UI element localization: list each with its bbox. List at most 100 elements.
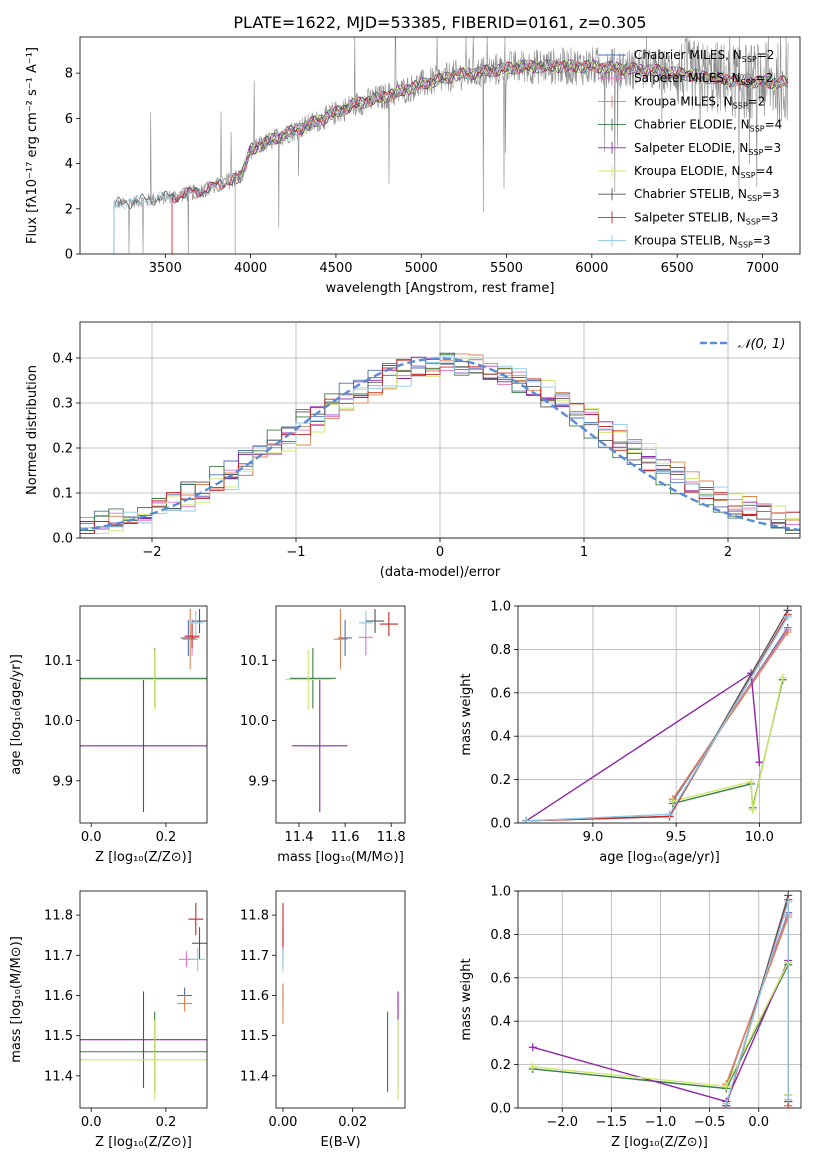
model-spectrum-salpeter-miles — [171, 59, 789, 254]
errorbar-point — [365, 609, 385, 634]
weight-marker — [722, 1082, 731, 1091]
weight-line — [525, 672, 761, 822]
y-tick-label: 0.0 — [490, 817, 511, 832]
x-tick-label: 4000 — [234, 261, 267, 276]
plot-area-spectrum — [113, 37, 789, 254]
axes-frame — [517, 890, 802, 1109]
errorbar-point — [177, 995, 193, 1012]
y-tick-label: 11.4 — [240, 1069, 269, 1084]
panel-age-vs-mass: 11.4 11.6 11.8 9.9 10.0 10.1 mass [log₁₀(M/M⊙)… — [240, 605, 406, 865]
panel-massweight-vs-Z: −2.0 −1.5 −1.0 −0.5 0.0 0.0 0.2 0.4 0.6 0.8 1.0 Z [… — [459, 885, 802, 1150]
y-axis-label: mass weight — [459, 958, 474, 1040]
errorbar-point — [182, 609, 198, 670]
legend-entry: Salpeter MILES, NSSP=2 — [634, 71, 773, 87]
weight-line — [526, 614, 789, 822]
y-tick-label: 11.5 — [240, 1029, 269, 1044]
x-axis-label: mass [log₁₀(M/M⊙)] — [277, 850, 404, 865]
axes-frame — [79, 36, 801, 255]
y-axis-label: mass [log₁₀(M/M⊙)] — [9, 936, 24, 1063]
y-tick-label: 0.8 — [490, 643, 511, 658]
x-tick-label: 5500 — [490, 261, 523, 276]
legend-entry: Salpeter ELODIE, NSSP=3 — [634, 141, 781, 157]
weight-marker — [528, 1062, 537, 1071]
y-tick-label: 8 — [65, 67, 73, 82]
errorbar-point — [192, 927, 207, 960]
x-tick-label: 7000 — [746, 261, 779, 276]
errorbar-point — [180, 619, 196, 657]
errorbar-point — [80, 649, 207, 710]
model-spectrum-chabrier-miles — [171, 59, 789, 254]
x-tick-label: 0.2 — [156, 1115, 177, 1130]
weight-series — [722, 908, 793, 1108]
weight-line — [725, 901, 789, 1104]
axes-frame — [275, 605, 406, 824]
y-tick-label: 0.4 — [490, 1015, 511, 1030]
histogram-kroupa-stelib — [80, 355, 800, 538]
y-tick-label: 0.2 — [490, 773, 511, 788]
chart-layer: 3500 4000 4500 5000 5500 6000 6500 7000 0 2 4 6 8 wav… — [9, 36, 802, 1150]
x-tick-label: −2 — [142, 545, 161, 560]
y-tick-label: 0.8 — [490, 928, 511, 943]
x-tick-label: −1.5 — [596, 1115, 628, 1130]
x-tick-label: 6500 — [661, 261, 694, 276]
y-tick-label: 0.6 — [490, 686, 511, 701]
y-tick-label: 11.5 — [44, 1029, 73, 1044]
y-tick-label: 1.0 — [490, 885, 511, 900]
errorbar-point — [292, 679, 348, 813]
errorbar-point — [379, 612, 399, 637]
y-tick-label: 0.4 — [490, 730, 511, 745]
errorbar-point — [285, 649, 332, 710]
errorbar-point — [184, 624, 200, 649]
x-tick-label: 11.4 — [285, 830, 314, 845]
y-tick-label: 10.0 — [240, 714, 269, 729]
y-tick-label: 0.2 — [52, 442, 73, 457]
y-tick-label: 10.0 — [44, 714, 73, 729]
errorbar-point — [333, 609, 348, 670]
weight-line — [526, 609, 789, 822]
x-axis-label: Z [log₁₀(Z/Z⊙)] — [611, 1135, 708, 1150]
y-tick-label: 10.1 — [240, 654, 269, 669]
weight-marker — [755, 758, 764, 767]
weight-line — [725, 916, 789, 1106]
spectrum-observed — [113, 37, 789, 254]
x-axis-label: E(B-V) — [320, 1135, 360, 1150]
x-axis-label: wavelength [Angstrom, rest frame] — [326, 281, 555, 296]
axes-frame — [275, 890, 406, 1109]
panel-mass-vs-EBV: 0.00 0.02 11.4 11.5 11.6 11.7 11.8 E(B-V) — [240, 890, 406, 1150]
y-tick-label: 11.8 — [44, 909, 73, 924]
weight-marker — [783, 612, 792, 621]
axes-frame — [79, 605, 208, 824]
model-spectrum-salpeter-elodie — [234, 59, 789, 254]
y-tick-label: 6 — [65, 112, 73, 127]
y-tick-label: 11.7 — [240, 949, 269, 964]
errorbar-point — [358, 610, 373, 635]
x-axis-label: Z [log₁₀(Z/Z⊙)] — [95, 850, 192, 865]
weight-series — [722, 910, 793, 1108]
weight-line — [672, 677, 784, 811]
weight-line — [672, 679, 784, 808]
x-tick-label: 0 — [436, 545, 444, 560]
x-axis-label: (data-model)/error — [380, 565, 501, 580]
y-tick-label: 2 — [65, 202, 73, 217]
x-tick-label: −2.0 — [546, 1115, 578, 1130]
y-tick-label: 0.3 — [52, 397, 73, 412]
legend-entry: Chabrier MILES, NSSP=2 — [634, 48, 774, 64]
plot-area-mass-vs-Z — [80, 903, 207, 1100]
panel-spectrum: 3500 4000 4500 5000 5500 6000 6500 7000 0 2 4 6 8 wav… — [25, 36, 801, 296]
panel-age-vs-Z: 0.0 0.2 9.9 10.0 10.1 Z [log₁₀(Z/Z⊙)] age [log… — [9, 605, 208, 865]
errorbar-point — [188, 610, 204, 635]
x-tick-label: 2 — [724, 545, 732, 560]
x-tick-label: 0.00 — [268, 1115, 297, 1130]
weight-marker — [668, 797, 677, 806]
model-spectrum-salpeter-stelib — [171, 60, 789, 254]
y-tick-label: 9.9 — [248, 774, 269, 789]
legend-entry: Kroupa MILES, NSSP=2 — [634, 94, 765, 110]
x-tick-label: 0.2 — [156, 830, 177, 845]
y-tick-label: 0.2 — [490, 1058, 511, 1073]
y-tick-label: 11.7 — [44, 949, 73, 964]
errorbar-point — [190, 947, 206, 972]
axes-frame — [517, 605, 802, 824]
x-tick-label: 6000 — [575, 261, 608, 276]
y-tick-label: 0.4 — [52, 352, 73, 367]
